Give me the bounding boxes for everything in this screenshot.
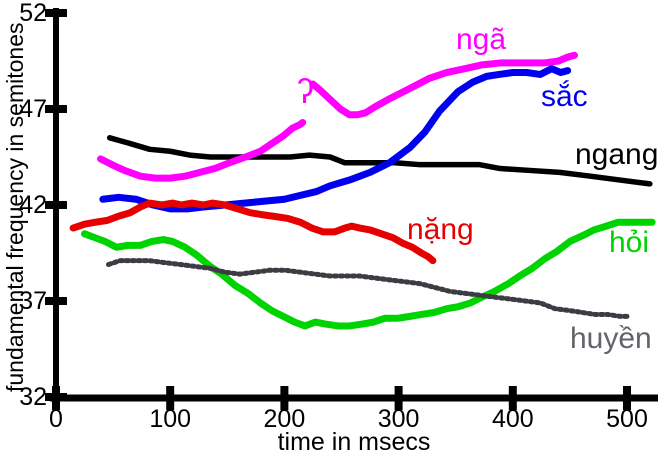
curve-label-nga: ngã xyxy=(456,23,507,56)
curve-huyền xyxy=(106,258,630,319)
x-tick-label-100: 100 xyxy=(149,405,192,433)
curve-ngang xyxy=(106,135,653,187)
x-tick-label-500: 500 xyxy=(606,405,648,433)
curve-label-huyen: huyền xyxy=(570,322,652,355)
x-tick-label-200: 200 xyxy=(263,405,306,433)
y-tick-label-37: 37 xyxy=(19,287,47,315)
curve-hỏi xyxy=(81,218,656,330)
y-tick-label-47: 47 xyxy=(19,95,47,123)
y-tick-label-52: 52 xyxy=(19,0,47,27)
curve-label-nang: nặng xyxy=(407,213,474,246)
y-tick-label-32: 32 xyxy=(19,383,47,411)
x-axis-title: time in msecs xyxy=(277,428,431,455)
curve-nặng xyxy=(69,199,437,265)
curve-sắc xyxy=(99,65,572,213)
x-tick-label-400: 400 xyxy=(491,405,534,433)
glottal-stop-annotation: ʔ xyxy=(297,73,314,111)
curve-label-ngang: ngang xyxy=(575,138,659,171)
y-tick-label-42: 42 xyxy=(19,191,47,219)
curve-label-hoi: hỏi xyxy=(609,226,650,259)
curve-ngã xyxy=(97,118,307,182)
curve-ngã xyxy=(309,51,578,119)
curve-label-sac: sắc xyxy=(541,80,588,113)
x-tick-label-300: 300 xyxy=(377,405,420,433)
x-tick-label-0: 0 xyxy=(49,405,63,433)
